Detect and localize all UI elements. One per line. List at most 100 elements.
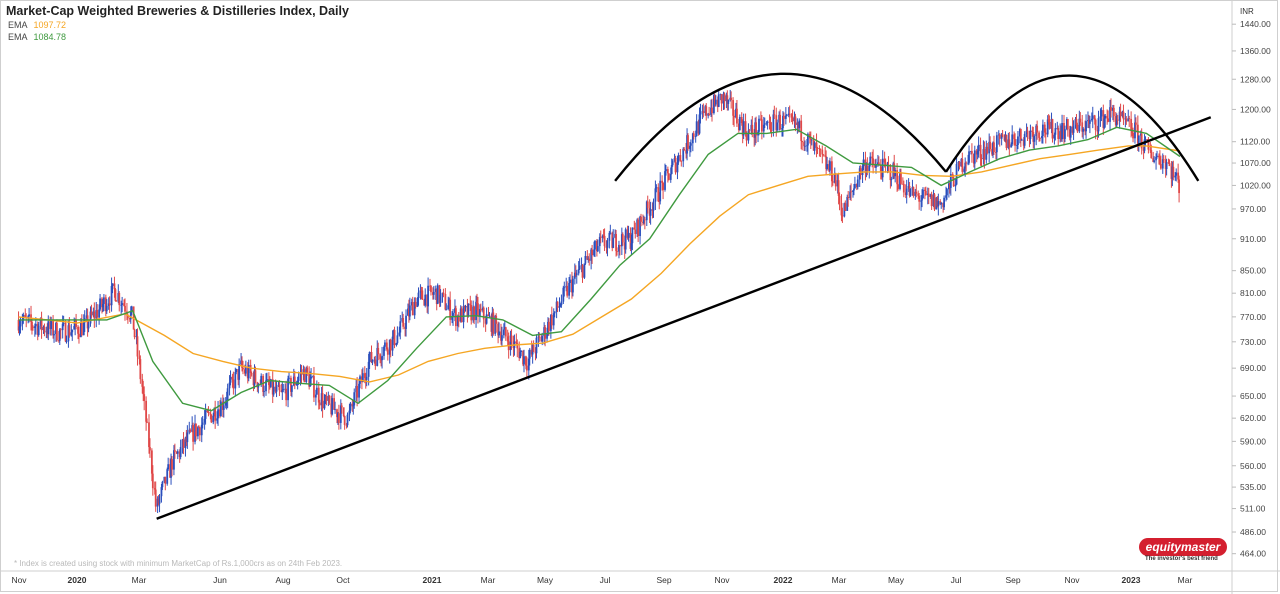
y-tick-label: 1120.00 <box>1240 137 1270 147</box>
candle-body <box>370 351 373 363</box>
candle-body <box>804 145 806 147</box>
support-trendline <box>156 116 1212 520</box>
candle-body <box>713 95 715 114</box>
candle-body <box>1110 107 1112 111</box>
candle-body <box>546 333 548 339</box>
candle-body <box>142 386 145 395</box>
candle-body <box>438 285 441 303</box>
candle-body <box>1159 163 1162 169</box>
candle-body <box>619 244 621 247</box>
candle-body <box>593 249 595 256</box>
candle-body <box>664 171 666 190</box>
candle-body <box>182 439 185 448</box>
candle-body <box>242 367 244 370</box>
candle-body <box>1162 159 1165 161</box>
candle-body <box>1149 149 1152 151</box>
candle-body <box>102 304 104 308</box>
candle-body <box>1016 144 1018 146</box>
candle-body <box>1130 118 1133 132</box>
candle-body <box>1072 126 1075 133</box>
top-arc-2 <box>944 74 1200 182</box>
candle-body <box>31 321 33 327</box>
x-tick-label: Mar <box>481 575 496 585</box>
candle-body <box>697 121 700 134</box>
candle-body <box>451 316 453 320</box>
candle-body <box>198 427 201 436</box>
candle-body <box>509 335 512 351</box>
y-tick-label: 620.00 <box>1240 413 1266 423</box>
candle-body <box>698 114 701 134</box>
candle-body <box>456 315 459 327</box>
x-tick-label: 2023 <box>1122 575 1141 585</box>
y-tick-label: 486.00 <box>1240 527 1266 537</box>
candle-body <box>803 142 805 147</box>
candle-body <box>124 305 126 312</box>
candle-body <box>580 265 583 267</box>
candle-body <box>282 389 285 391</box>
candle-body <box>197 427 200 429</box>
candle-body <box>961 158 964 172</box>
candle-body <box>47 321 50 335</box>
candle-body <box>527 358 530 371</box>
candle-body <box>175 451 178 454</box>
candle-body <box>730 97 733 101</box>
candle-body <box>1065 119 1068 130</box>
candle-body <box>742 121 745 136</box>
candle-body <box>646 201 649 208</box>
candle-body <box>892 163 895 179</box>
candle-body <box>843 203 846 217</box>
candle-body <box>351 403 354 407</box>
candle-body <box>973 150 976 164</box>
candle-body <box>591 249 594 256</box>
candle-body <box>766 121 769 123</box>
candle-body <box>877 162 879 165</box>
candle-body <box>388 339 391 355</box>
candle-body <box>429 285 431 287</box>
candle-body <box>637 219 640 237</box>
candle-body <box>1112 107 1115 117</box>
candle-body <box>926 193 929 195</box>
candle-body <box>361 373 364 383</box>
candle-body <box>965 162 968 164</box>
candle-body <box>809 138 812 140</box>
x-tick-label: Jul <box>600 575 611 585</box>
candle-body <box>217 409 219 419</box>
candle-body <box>333 398 336 410</box>
candle-body <box>192 425 195 442</box>
candle-body <box>166 469 169 484</box>
y-tick-label: 1360.00 <box>1240 46 1271 56</box>
candle-body <box>115 300 118 302</box>
equitymaster-logo[interactable]: equitymaster <box>1139 538 1227 556</box>
candle-body <box>148 422 150 448</box>
x-tick-label: May <box>888 575 905 585</box>
candle-body <box>932 194 935 207</box>
candle-body <box>682 148 685 162</box>
candle-body <box>45 331 48 333</box>
candle-body <box>855 183 858 188</box>
candle-body <box>391 336 394 351</box>
candle-body <box>967 162 969 164</box>
candle-body <box>1053 134 1056 139</box>
candle-body <box>188 429 191 433</box>
candle-body <box>448 299 451 306</box>
candle-body <box>254 370 257 383</box>
candle-body <box>608 232 611 241</box>
candle-body <box>1165 162 1168 170</box>
candle-body <box>384 342 386 347</box>
candle-body <box>516 343 519 349</box>
candle-body <box>520 350 523 352</box>
candle-body <box>985 146 988 160</box>
candle-body <box>640 216 642 222</box>
candle-body <box>266 379 268 381</box>
candle-body <box>900 173 902 184</box>
candle-body <box>614 233 617 238</box>
x-tick-label: Mar <box>132 575 147 585</box>
candle-body <box>348 410 351 415</box>
candle-body <box>881 158 884 178</box>
candle-body <box>70 332 73 336</box>
candle-body <box>626 229 629 238</box>
candle-body <box>487 314 490 317</box>
candle-body <box>32 326 34 328</box>
candle-body <box>1124 118 1127 120</box>
candle-body <box>290 385 293 392</box>
